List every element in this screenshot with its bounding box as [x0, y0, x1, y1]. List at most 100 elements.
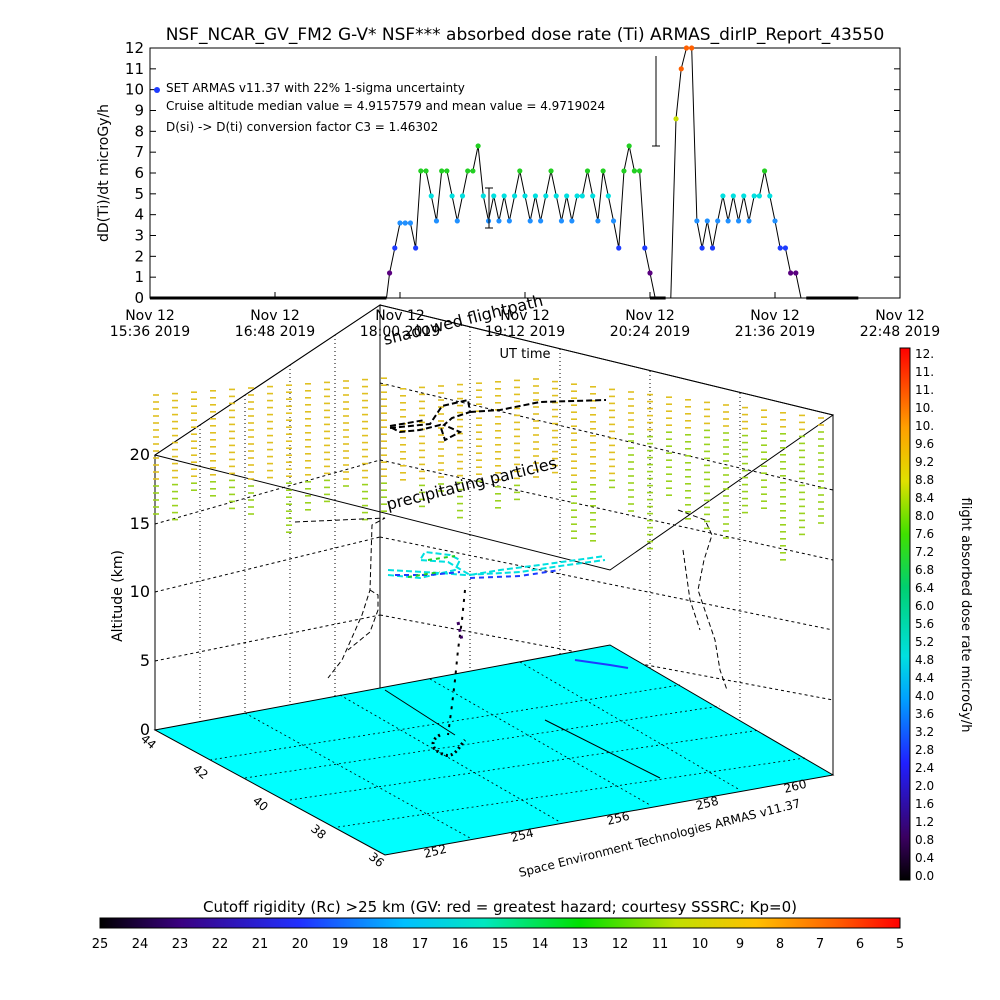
dose-rate-point — [569, 218, 575, 224]
top-plane — [153, 304, 835, 571]
dose-rate-point — [642, 245, 648, 251]
dose-rate-point — [428, 193, 434, 199]
dose-rate-point — [553, 193, 559, 199]
dose-rate-point — [720, 193, 726, 199]
flight-path-altitude-low — [395, 569, 561, 579]
right-colorbar-tick: 7.2 — [915, 545, 934, 559]
bottom-colorbar-tick: 19 — [332, 937, 349, 952]
ground-track — [384, 689, 456, 736]
longitude-ticks: 252 254 256 258 260 — [422, 777, 808, 861]
bottom-colorbar-tick: 8 — [776, 937, 784, 952]
ground-track — [544, 719, 661, 779]
right-colorbar-tick: 1.6 — [915, 797, 934, 811]
top-x-tick-time: 22:48 2019 — [860, 324, 940, 340]
right-colorbar-tick: 9.2 — [915, 455, 934, 469]
bottom-colorbar-tick: 17 — [412, 937, 429, 952]
dose-rate-point — [501, 193, 507, 199]
dose-rate-point — [605, 193, 611, 199]
top-x-tick-date: Nov 12 — [625, 308, 675, 324]
altitude-gridlines — [154, 382, 834, 701]
dose-rate-point — [610, 218, 617, 224]
dose-rate-point — [386, 270, 393, 276]
dose-rate-point — [579, 193, 585, 199]
top-y-tick-label: 0 — [134, 289, 144, 307]
top-x-tick-time: 21:36 2019 — [735, 324, 815, 340]
bottom-colorbar-bar — [99, 917, 901, 929]
altitude-tick-label: 20 — [130, 445, 150, 464]
top-x-tick-time: 19:12 2019 — [485, 324, 565, 340]
bottom-colorbar-tick: 16 — [452, 937, 469, 952]
flight-path-altitude-high — [407, 555, 456, 578]
bottom-colorbar-tick: 9 — [736, 937, 744, 952]
ascent-path-low — [456, 621, 464, 641]
dose-rate-point — [511, 193, 518, 199]
right-wall-projection — [677, 509, 728, 691]
right-colorbar-tick: 0.4 — [915, 851, 934, 865]
bottom-colorbar-tick: 25 — [92, 937, 109, 952]
annotation-cruise-altitude: Cruise altitude median value = 4.9157579… — [166, 99, 605, 113]
right-colorbar-ticks: 0.0 0.4 0.8 1.2 1.6 2.0 2.4 2.8 3.2 3.6 4.0 4.4 4.8 5… — [915, 347, 934, 883]
flight-3d-plot: shadowed flightpath precipitating partic… — [110, 291, 835, 880]
dose-rate-point — [574, 193, 580, 199]
dose-rate-point — [392, 245, 398, 251]
dose-rate-point — [772, 218, 778, 224]
top-y-tick-label: 12 — [125, 39, 144, 57]
right-colorbar-tick: 1.2 — [915, 815, 934, 829]
right-colorbar-tick: 10. — [915, 419, 934, 433]
latitude-tick-label: 38 — [308, 822, 329, 843]
left-wall-projection — [294, 517, 386, 679]
dose-rate-point — [595, 218, 601, 224]
altitude-tick-label: 5 — [140, 651, 150, 670]
dose-rate-point — [454, 218, 460, 224]
dose-rate-point — [616, 245, 622, 251]
bottom-colorbar-label: Cutoff rigidity (Rc) >25 km (GV: red = g… — [203, 898, 797, 916]
precipitation-markers — [153, 377, 824, 561]
top-y-tick-label: 1 — [134, 268, 144, 286]
bottom-colorbar-tick: 14 — [532, 937, 549, 952]
dose-rate-point — [699, 245, 705, 251]
dose-rate-point — [730, 193, 736, 199]
dose-rate-point — [704, 218, 710, 224]
right-colorbar-tick: 8.8 — [915, 473, 934, 487]
dose-rate-point — [683, 45, 690, 51]
right-colorbar-tick: 0.0 — [915, 869, 934, 883]
dose-rate-point — [584, 168, 591, 174]
dose-rate-point — [480, 193, 486, 199]
right-colorbar-tick: 8.4 — [915, 491, 934, 505]
right-colorbar-tick: 3.6 — [915, 707, 934, 721]
right-colorbar-tick: 9.6 — [915, 437, 934, 451]
dose-rate-point — [506, 218, 512, 224]
longitude-tick-label: 256 — [605, 809, 631, 828]
dose-rate-point — [788, 270, 794, 276]
longitude-tick-label: 260 — [782, 777, 808, 796]
dose-rate-point — [444, 168, 450, 174]
right-colorbar: 0.0 0.4 0.8 1.2 1.6 2.0 2.4 2.8 3.2 3.6 4.0 4.4 4.8 5… — [899, 347, 973, 883]
dose-rate-point — [449, 193, 455, 199]
bottom-colorbar-tick: 10 — [692, 937, 709, 952]
right-colorbar-tick: 6.8 — [915, 563, 934, 577]
altitude-tick-label: 15 — [130, 514, 150, 533]
dose-rate-point — [548, 168, 554, 174]
top-x-tick-time: 16:48 2019 — [235, 324, 315, 340]
dose-rate-point — [496, 218, 502, 224]
top-y-tick-label: 6 — [134, 164, 144, 182]
dose-rate-point — [709, 245, 716, 251]
vertical-gridlines — [199, 327, 741, 759]
dose-rate-point — [465, 168, 471, 174]
dose-rate-point — [402, 220, 408, 226]
bottom-colorbar-tick: 22 — [212, 937, 229, 952]
right-colorbar-tick: 2.4 — [915, 761, 934, 775]
top-x-tick-date: Nov 12 — [500, 308, 550, 324]
dose-rate-point — [689, 45, 695, 51]
dose-rate-point — [418, 168, 424, 174]
top-y-axis-label: dD(Ti)/dt microGy/h — [96, 104, 112, 242]
bottom-colorbar-ticks: 25 24 23 22 21 20 19 18 17 16 15 14 13 12 11 10 9 8 7 6 5 — [92, 937, 904, 952]
dose-rate-point — [590, 193, 596, 199]
right-colorbar-label: flight absorbed dose rate microGy/h — [958, 498, 973, 733]
dose-rate-point — [694, 218, 700, 224]
top-y-tick-label: 2 — [134, 247, 144, 265]
right-colorbar-tick: 5.6 — [915, 617, 934, 631]
